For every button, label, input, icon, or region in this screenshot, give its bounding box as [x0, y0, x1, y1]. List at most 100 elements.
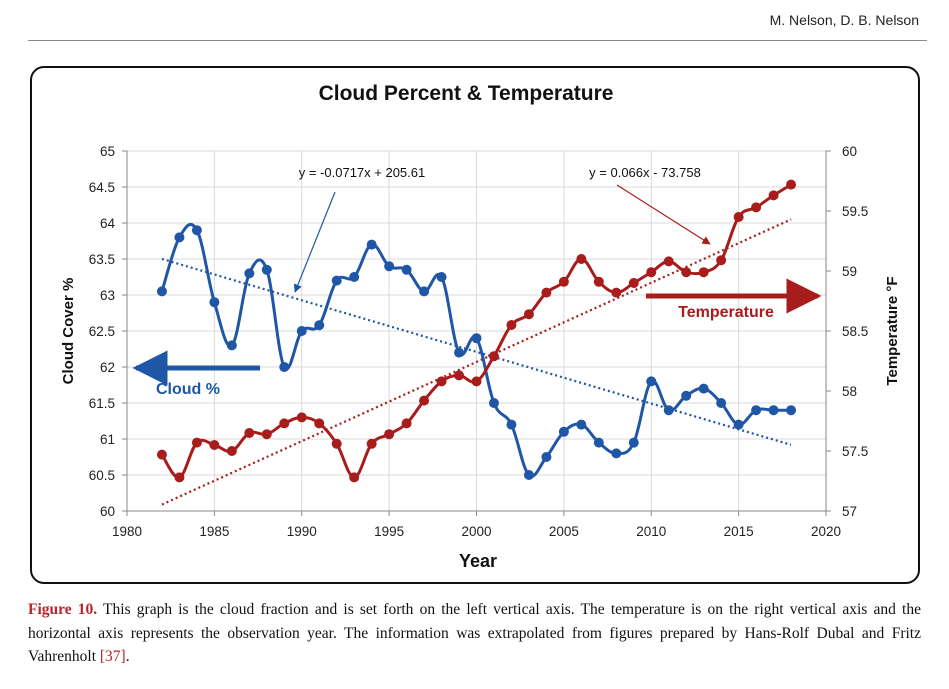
cloud-trendline — [161, 257, 792, 446]
cloud-data-point — [523, 470, 534, 480]
cloud-data-point — [209, 297, 220, 308]
cloud-data-point — [331, 275, 342, 286]
cloud-data-point — [733, 419, 744, 430]
cloud-trend-equation: y = -0.0717x + 205.61 — [299, 165, 425, 180]
temperature-data-point — [419, 395, 430, 406]
temperature-data-point — [786, 179, 797, 190]
temperature-data-point — [209, 440, 220, 450]
cloud-data-point — [558, 426, 569, 437]
temperature-data-point — [174, 472, 185, 483]
y-left-tick-label: 64 — [100, 216, 116, 231]
y-left-tick-label: 64.5 — [89, 180, 115, 195]
cloud-data-point — [681, 390, 692, 401]
x-tick-label: 1985 — [199, 524, 229, 539]
cloud-data-point — [174, 232, 185, 243]
cloud-data-point — [191, 225, 202, 236]
data-series — [156, 179, 797, 483]
x-tick-label: 2015 — [724, 524, 754, 539]
temperature-data-point — [523, 309, 534, 320]
y-right-tick-label: 57 — [842, 504, 857, 519]
temperature-data-point — [628, 278, 639, 288]
cloud-data-point — [314, 320, 325, 331]
axes — [122, 150, 831, 516]
y-right-tick-label: 59.5 — [842, 204, 868, 219]
x-tick-label: 1990 — [287, 524, 317, 539]
cloud-data-point — [786, 405, 797, 416]
x-tick-label: 2005 — [549, 524, 579, 539]
temperature-data-point — [698, 267, 709, 278]
cloud-temperature-chart: Cloud Percent & Temperature y = -0.0717x… — [60, 82, 901, 571]
cloud-data-point — [576, 419, 587, 430]
y-left-tick-label: 65 — [100, 144, 115, 159]
gridlines — [126, 150, 827, 512]
cloud-data-point — [646, 376, 657, 387]
y-right-tick-label: 60 — [842, 144, 857, 159]
y-left-axis-title: Cloud Cover % — [60, 278, 77, 385]
temperature-data-point — [751, 202, 762, 213]
temperature-data-point — [716, 255, 727, 266]
temperature-trendline — [161, 218, 792, 506]
cloud-data-point — [768, 405, 779, 416]
temperature-data-point — [506, 320, 517, 330]
y-right-tick-label: 58.5 — [842, 324, 868, 339]
temperature-data-point — [768, 190, 779, 201]
cloud-data-point — [261, 264, 272, 275]
y-right-tick-label: 57.5 — [842, 444, 868, 459]
annotations: y = -0.0717x + 205.61 y = 0.066x - 73.758… — [132, 165, 822, 398]
y-left-tick-label: 61.5 — [89, 396, 115, 411]
cloud-data-point — [419, 286, 430, 297]
trendlines — [161, 218, 792, 506]
x-axis-title: Year — [459, 551, 497, 571]
temperature-data-point — [471, 376, 482, 387]
x-tick-label: 2000 — [461, 524, 491, 539]
x-tick-label: 1980 — [112, 524, 142, 539]
temperature-data-point — [261, 429, 272, 440]
y-left-tick-label: 62.5 — [89, 324, 115, 339]
chart-frame — [30, 66, 920, 584]
cloud-data-point — [384, 261, 395, 272]
cloud-data-point — [226, 340, 237, 351]
chart-title: Cloud Percent & Temperature — [319, 82, 614, 105]
cloud-equation-pointer — [293, 191, 336, 293]
x-tick-label: 2020 — [811, 524, 841, 539]
x-tick-label: 1995 — [374, 524, 404, 539]
temperature-data-point — [541, 287, 552, 298]
temperature-data-point — [244, 428, 255, 438]
cloud-data-point — [279, 362, 290, 372]
temperature-data-point — [576, 254, 587, 264]
temperature-data-point — [191, 437, 202, 448]
y-right-tick-label: 59 — [842, 264, 857, 279]
temperature-data-point — [646, 267, 657, 278]
cloud-data-point — [611, 448, 622, 459]
cloud-data-point — [401, 264, 412, 275]
temperature-data-point — [331, 438, 342, 449]
y-left-tick-label: 62 — [100, 360, 115, 375]
temperature-data-point — [296, 412, 307, 423]
axis-labels: 60 60.5 61 61.5 62 62.5 63 63.5 64 64.5 65 1980 1985… — [60, 144, 901, 571]
temperature-data-point — [366, 438, 377, 449]
temperature-data-point — [349, 472, 360, 483]
figure-caption: Figure 10. This graph is the cloud fract… — [28, 598, 921, 669]
caption-end: . — [125, 648, 130, 665]
reference-link[interactable]: [37] — [99, 648, 126, 665]
temperature-data-point — [593, 276, 604, 287]
temperature-trend-equation: y = 0.066x - 73.758 — [589, 165, 701, 180]
temperature-data-point — [314, 418, 325, 429]
cloud-data-point — [593, 437, 604, 448]
temperature-data-point — [681, 267, 692, 278]
y-left-tick-label: 63.5 — [89, 252, 115, 267]
header-divider — [28, 40, 927, 41]
temperature-data-point — [558, 276, 569, 287]
temperature-data-point — [279, 418, 290, 429]
temperature-data-point — [226, 446, 237, 456]
cloud-data-point — [436, 272, 447, 282]
temperature-data-point — [454, 370, 465, 381]
y-left-tick-label: 61 — [100, 432, 115, 447]
cloud-data-point — [349, 272, 360, 282]
cloud-data-point — [506, 419, 517, 430]
temperature-data-point — [156, 449, 167, 460]
cloud-data-point — [471, 333, 482, 344]
cloud-data-point — [156, 286, 167, 297]
temperature-annotation-label: Temperature — [678, 304, 774, 321]
y-right-axis-title: Temperature °F — [884, 276, 901, 385]
